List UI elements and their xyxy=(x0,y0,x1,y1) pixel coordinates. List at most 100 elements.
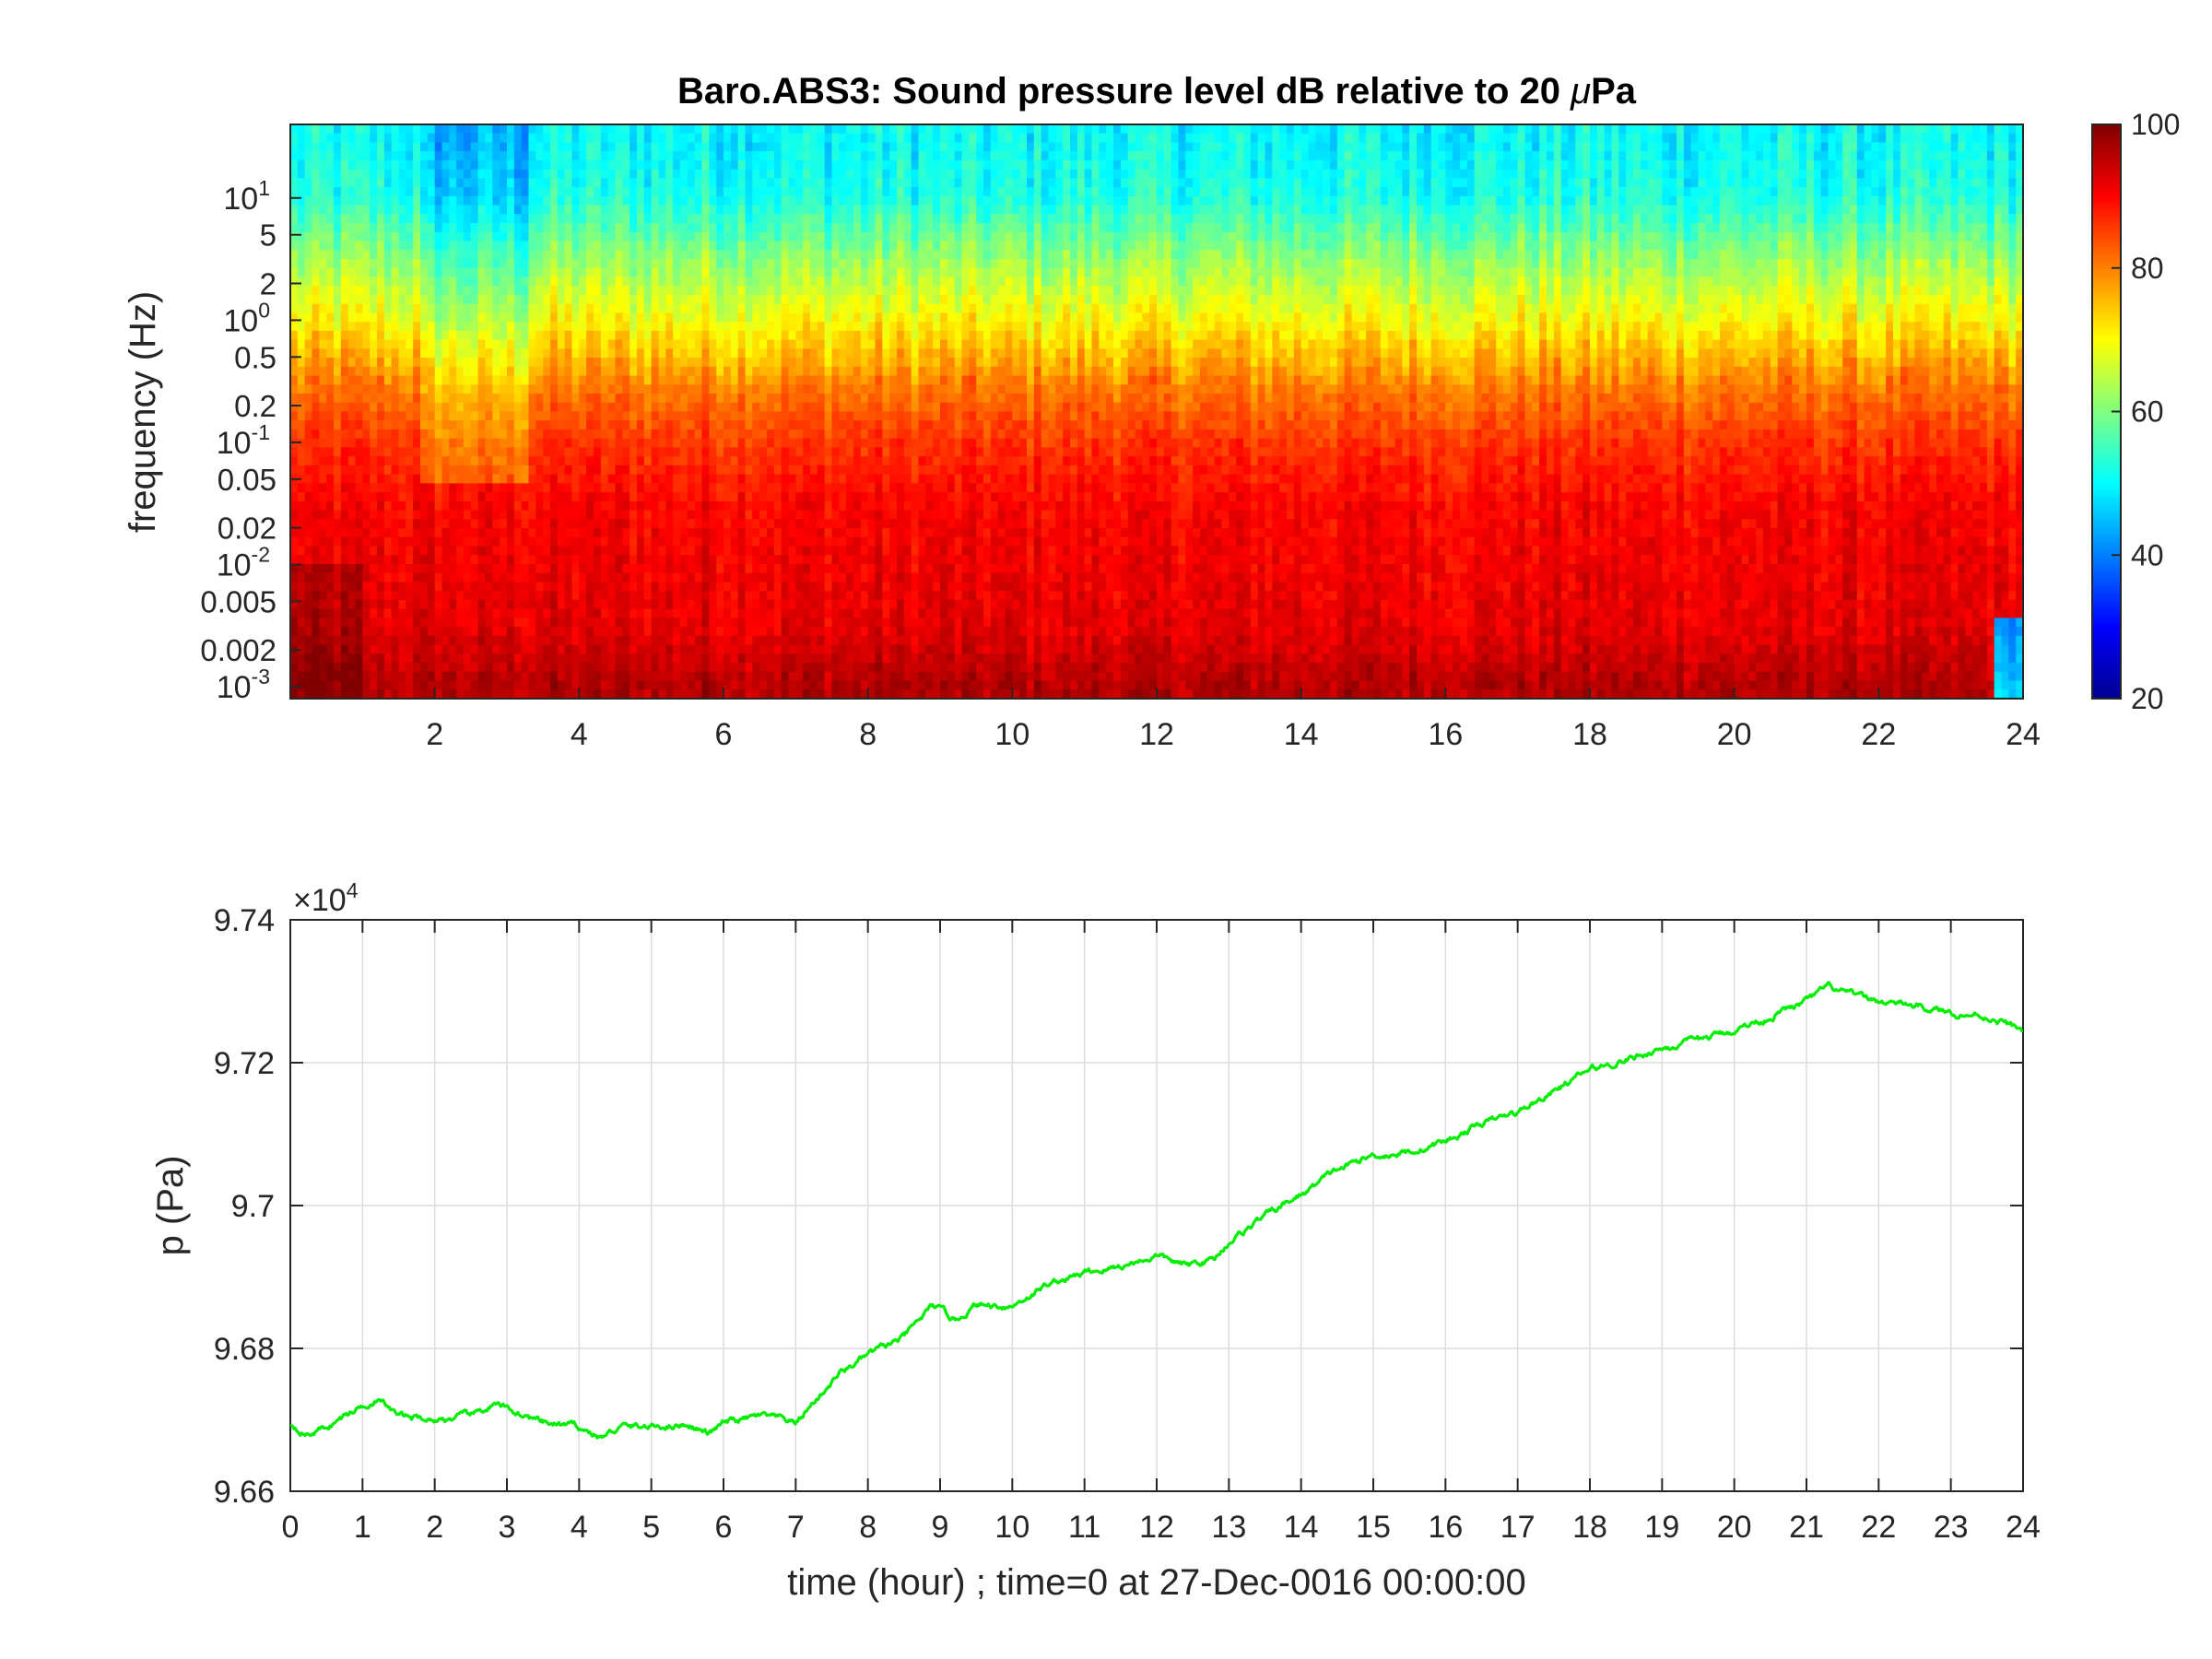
heatmap-cell xyxy=(1726,286,1735,296)
heatmap-cell xyxy=(406,124,414,135)
heatmap-cell xyxy=(1914,250,1923,260)
heatmap-cell xyxy=(903,303,912,314)
heatmap-cell xyxy=(449,267,457,278)
heatmap-cell xyxy=(795,286,804,296)
heatmap-cell xyxy=(1344,303,1353,314)
heatmap-cell xyxy=(1178,276,1186,287)
heatmap-cell xyxy=(1792,250,1800,260)
heatmap-cell xyxy=(1171,159,1180,171)
heatmap-cell xyxy=(954,169,963,179)
heatmap-cell xyxy=(687,259,696,269)
heatmap-cell xyxy=(1380,169,1389,179)
heatmap-cell xyxy=(1748,151,1757,161)
heatmap-cell xyxy=(1986,195,1995,206)
heatmap-cell xyxy=(594,231,602,242)
heatmap-cell xyxy=(1380,195,1389,206)
heatmap-cell xyxy=(500,294,508,305)
heatmap-cell xyxy=(434,187,443,197)
heatmap-cell xyxy=(1402,159,1410,171)
heatmap-cell xyxy=(1099,178,1107,188)
heatmap-cell xyxy=(1871,241,1879,251)
heatmap-cell xyxy=(1929,124,1937,135)
heatmap-cell xyxy=(1178,195,1186,206)
heatmap-cell xyxy=(1943,133,1952,144)
heatmap-cell xyxy=(521,214,530,224)
heatmap-cell xyxy=(1229,133,1237,144)
heatmap-cell xyxy=(759,169,768,179)
heatmap-cell xyxy=(961,223,970,233)
heatmap-cell xyxy=(745,276,753,287)
heatmap-cell xyxy=(1127,142,1136,152)
heatmap-cell xyxy=(290,276,299,287)
heatmap-cell xyxy=(680,133,688,144)
heatmap-cell xyxy=(1936,276,1945,287)
heatmap-cell xyxy=(1929,267,1937,278)
heatmap-cell xyxy=(759,231,768,242)
heatmap-cell xyxy=(355,187,363,197)
heatmap-cell xyxy=(441,286,450,296)
heatmap-cell xyxy=(1373,286,1382,296)
heatmap-cell xyxy=(1828,195,1836,206)
heatmap-cell xyxy=(464,214,472,224)
heatmap-cell xyxy=(1387,286,1396,296)
heatmap-cell xyxy=(1532,142,1540,152)
heatmap-cell xyxy=(1590,124,1598,135)
heatmap-cell xyxy=(1575,294,1583,305)
heatmap-cell xyxy=(1366,241,1374,251)
heatmap-cell xyxy=(889,303,898,314)
heatmap-cell xyxy=(940,259,948,269)
heatmap-cell xyxy=(1474,124,1483,135)
heatmap-cell xyxy=(1972,195,1981,206)
heatmap-cell xyxy=(1943,124,1952,135)
heatmap-cell xyxy=(1647,286,1656,296)
heatmap-cell xyxy=(1091,178,1100,188)
heatmap-cell xyxy=(1033,124,1042,135)
heatmap-cell xyxy=(1055,142,1064,152)
heatmap-cell xyxy=(1084,178,1093,188)
heatmap-cell xyxy=(810,142,818,152)
heatmap-cell xyxy=(1878,195,1887,206)
heatmap-cell xyxy=(1019,259,1028,269)
heatmap-cell xyxy=(521,250,530,260)
heatmap-cell xyxy=(564,241,573,251)
heatmap-cell xyxy=(665,250,674,260)
heatmap-cell xyxy=(1763,159,1771,171)
heatmap-cell xyxy=(1149,250,1158,260)
heatmap-cell xyxy=(1539,178,1547,188)
heatmap-cell xyxy=(406,303,414,314)
heatmap-cell xyxy=(1604,142,1613,152)
heatmap-cell xyxy=(1820,250,1830,260)
heatmap-cell xyxy=(1850,195,1858,206)
heatmap-cell xyxy=(391,169,400,179)
heatmap-cell xyxy=(1055,294,1064,305)
heatmap-cell xyxy=(925,214,934,224)
heatmap-cell xyxy=(1474,133,1483,144)
heatmap-cell xyxy=(1200,214,1208,224)
heatmap-cell xyxy=(694,159,703,171)
heatmap-cell xyxy=(1611,133,1619,144)
heatmap-cell xyxy=(1690,223,1700,233)
heatmap-cell xyxy=(1019,187,1028,197)
heatmap-cell xyxy=(1618,286,1627,296)
heatmap-cell xyxy=(1019,151,1028,161)
heatmap-cell xyxy=(1756,250,1764,260)
heatmap-cell xyxy=(1806,187,1815,197)
heatmap-cell xyxy=(1257,159,1266,171)
heatmap-cell xyxy=(1055,286,1064,296)
heatmap-cell xyxy=(434,178,443,188)
heatmap-cell xyxy=(571,241,580,251)
heatmap-cell xyxy=(1142,231,1150,242)
heatmap-cell xyxy=(1560,124,1570,135)
heatmap-cell xyxy=(1460,241,1468,251)
heatmap-cell xyxy=(933,159,941,171)
heatmap-cell xyxy=(1077,286,1086,296)
heatmap-cell xyxy=(1799,294,1807,305)
heatmap-cell xyxy=(564,259,573,269)
heatmap-cell xyxy=(716,303,724,314)
heatmap-cell xyxy=(947,259,956,269)
heatmap-cell xyxy=(1856,241,1865,251)
heatmap-cell xyxy=(1323,124,1331,135)
heatmap-cell xyxy=(464,267,472,278)
heatmap-cell xyxy=(658,214,666,224)
heatmap-cell xyxy=(882,133,890,144)
